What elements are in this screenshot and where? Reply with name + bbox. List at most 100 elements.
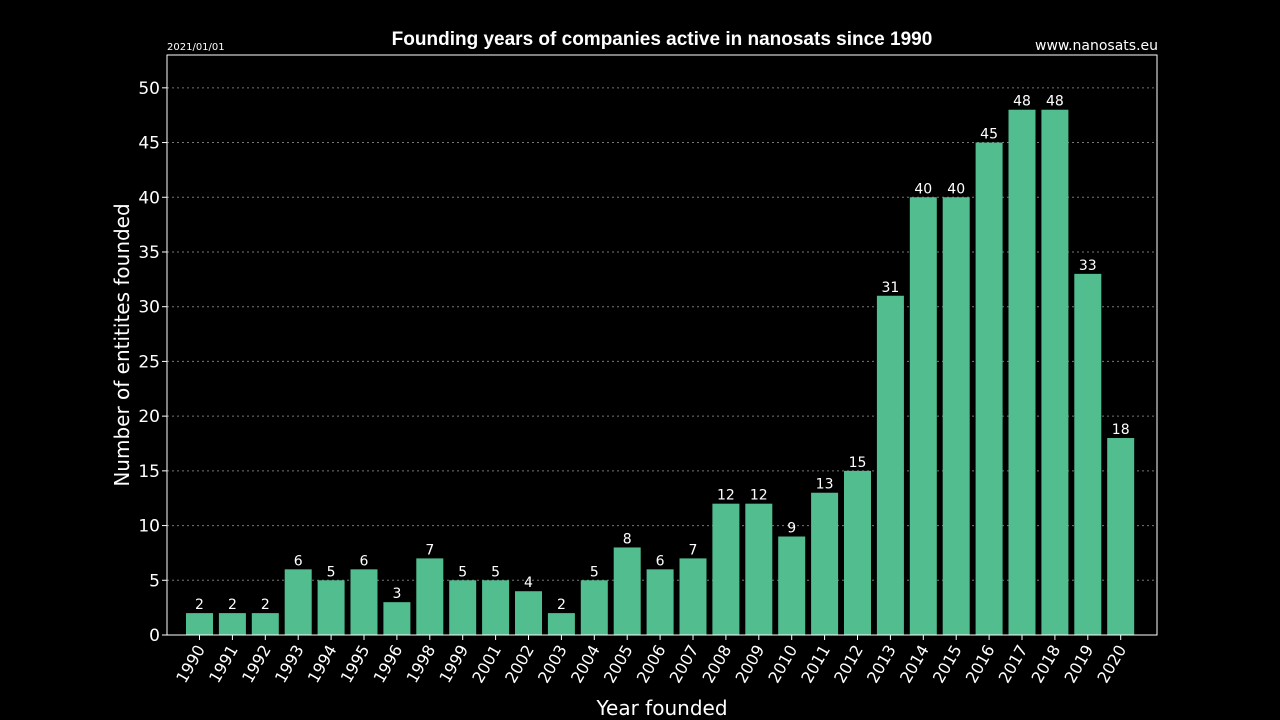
- y-tick-label: 35: [138, 243, 160, 263]
- bar: [317, 580, 345, 635]
- x-tick-label: 2017: [995, 642, 1032, 687]
- bar: [515, 591, 542, 635]
- y-tick-label: 0: [149, 626, 160, 646]
- x-tick-label: 2020: [1093, 642, 1130, 687]
- data-label: 12: [750, 488, 768, 504]
- x-tick-label: 1995: [337, 642, 374, 687]
- data-label: 5: [458, 564, 467, 580]
- data-label: 5: [590, 564, 599, 580]
- x-tick-label: 2016: [962, 642, 999, 687]
- x-tick-label: 2008: [699, 642, 736, 687]
- x-tick-label: 2004: [567, 642, 604, 687]
- y-tick-label: 45: [138, 134, 160, 154]
- grid-lines: [167, 87, 1157, 581]
- data-label: 48: [1046, 94, 1064, 110]
- x-tick-label: 1994: [304, 642, 341, 687]
- data-label: 33: [1079, 258, 1097, 274]
- data-label: 8: [623, 531, 632, 547]
- chart-title: Founding years of companies active in na…: [392, 29, 933, 50]
- bar: [942, 197, 970, 635]
- plot-frame: [166, 54, 1158, 636]
- bar: [909, 197, 937, 635]
- data-label: 40: [947, 181, 965, 197]
- x-tick-label: 2007: [666, 642, 703, 687]
- data-label: 5: [491, 564, 500, 580]
- bar: [1008, 109, 1036, 635]
- bar: [186, 613, 213, 635]
- data-label: 7: [689, 542, 698, 558]
- bar: [613, 547, 641, 635]
- x-tick-label: 1999: [435, 642, 472, 687]
- data-label: 45: [980, 127, 998, 143]
- bar: [482, 580, 510, 635]
- x-tick-label: 1996: [370, 642, 407, 687]
- x-tick-label: 2009: [731, 642, 768, 687]
- bar: [218, 613, 246, 635]
- data-label: 2: [557, 597, 566, 613]
- y-tick-label: 40: [138, 188, 160, 208]
- bars: [186, 109, 1135, 635]
- x-tick-label: 2011: [797, 642, 834, 687]
- source-label: www.nanosats.eu: [1035, 38, 1158, 54]
- data-label: 2: [228, 597, 237, 613]
- bar: [975, 142, 1003, 635]
- x-tick-label: 2003: [534, 642, 571, 687]
- x-tick-label: 2005: [600, 642, 637, 687]
- bar: [1041, 109, 1069, 635]
- x-tick-label: 1991: [205, 642, 242, 687]
- x-tick-label: 2015: [929, 642, 966, 687]
- x-tick-label: 2018: [1028, 642, 1065, 687]
- data-label: 5: [327, 564, 336, 580]
- y-axis-label: Number of entitites founded: [110, 203, 134, 486]
- x-tick-label: 2006: [633, 642, 670, 687]
- data-label: 40: [914, 181, 932, 197]
- data-label: 3: [392, 586, 401, 602]
- data-label: 6: [360, 553, 369, 569]
- bar: [745, 503, 773, 635]
- data-label: 6: [656, 553, 665, 569]
- bar: [580, 580, 608, 635]
- bar: [712, 503, 740, 635]
- bar: [1107, 438, 1135, 635]
- y-tick-label: 30: [138, 298, 160, 318]
- y-tick-label: 50: [138, 79, 160, 99]
- x-tick-label: 1992: [238, 642, 275, 687]
- data-label: 2: [261, 597, 270, 613]
- bar: [284, 569, 312, 635]
- y-tick-label: 20: [138, 407, 160, 427]
- x-tick-label: 2002: [501, 642, 538, 687]
- y-tick-label: 5: [149, 571, 160, 591]
- bar: [844, 470, 871, 635]
- bar: [350, 569, 378, 635]
- date-label: 2021/01/01: [167, 42, 225, 53]
- data-label: 2: [195, 597, 204, 613]
- x-tick-label: 2013: [863, 642, 900, 687]
- bar: [383, 602, 411, 635]
- y-tick-label: 15: [138, 462, 160, 482]
- data-label: 31: [881, 280, 899, 296]
- bar: [449, 580, 477, 635]
- bar: [778, 536, 806, 635]
- bar: [416, 558, 444, 635]
- x-tick-label: 2001: [468, 642, 505, 687]
- y-axis: 0 5 10 15 20 25 30 35 40 45 50: [138, 79, 167, 646]
- x-tick-label: 1990: [172, 642, 209, 687]
- bar: [251, 613, 279, 635]
- x-tick-label: 2019: [1060, 642, 1097, 687]
- data-label: 13: [816, 477, 834, 493]
- bar: [646, 569, 674, 635]
- data-label: 7: [425, 542, 434, 558]
- x-axis: 1990199119921993199419951996199819992001…: [172, 635, 1130, 686]
- data-label: 6: [294, 553, 303, 569]
- y-tick-label: 10: [138, 517, 160, 537]
- data-label: 18: [1112, 422, 1130, 438]
- x-tick-label: 1993: [271, 642, 308, 687]
- data-label: 4: [524, 575, 533, 591]
- data-label: 12: [717, 488, 735, 504]
- data-label: 9: [787, 521, 796, 537]
- data-label: 15: [849, 455, 867, 471]
- x-tick-label: 2010: [764, 642, 801, 687]
- bar: [1074, 273, 1102, 635]
- data-label: 48: [1013, 94, 1031, 110]
- x-tick-label: 2012: [830, 642, 867, 687]
